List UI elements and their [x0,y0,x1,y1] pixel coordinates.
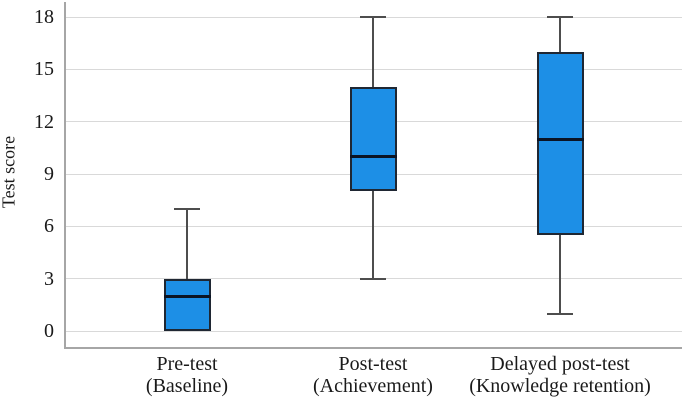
x-category-label-line2: (Knowledge retention) [469,375,651,397]
gridline [66,225,682,227]
y-tick-label: 3 [44,267,54,290]
box-iqr [163,278,211,331]
x-category-label-line2: (Baseline) [145,375,229,397]
box-iqr [349,86,397,192]
x-category-label-line1: Delayed post-test [490,353,630,375]
x-category-label: Post-test (Achievement) [253,353,493,397]
lower-whisker-line [559,235,561,314]
max-whisker-cap [174,207,200,210]
y-tick-label: 12 [34,110,54,133]
max-whisker-cap [360,16,386,18]
y-axis-line [64,2,66,348]
min-whisker-cap [360,277,386,280]
box-iqr [536,51,584,236]
x-category-label-line2: (Achievement) [313,375,433,397]
y-tick-label: 6 [44,215,54,238]
median-line [349,155,397,159]
x-category-label: Delayed post-test (Knowledge retention) [440,353,680,397]
max-whisker-cap [547,16,573,18]
x-category-label-line1: Pre-test [156,353,218,375]
gridline [66,330,682,332]
y-tick-label: 15 [34,58,54,81]
y-tick-label: 0 [44,320,54,342]
y-tick-label: 18 [34,6,54,28]
x-axis-line [64,347,682,349]
y-tick-label: 9 [44,163,54,185]
median-line [163,294,211,298]
upper-whisker-line [559,17,561,52]
min-whisker-cap [547,312,573,315]
median-line [536,137,584,141]
upper-whisker-line [372,17,374,87]
gridline [66,68,682,70]
x-category-label-line1: Post-test [338,353,408,375]
lower-whisker-line [372,191,374,279]
x-category-label: Pre-test (Baseline) [67,353,307,397]
upper-whisker-line [186,208,188,279]
